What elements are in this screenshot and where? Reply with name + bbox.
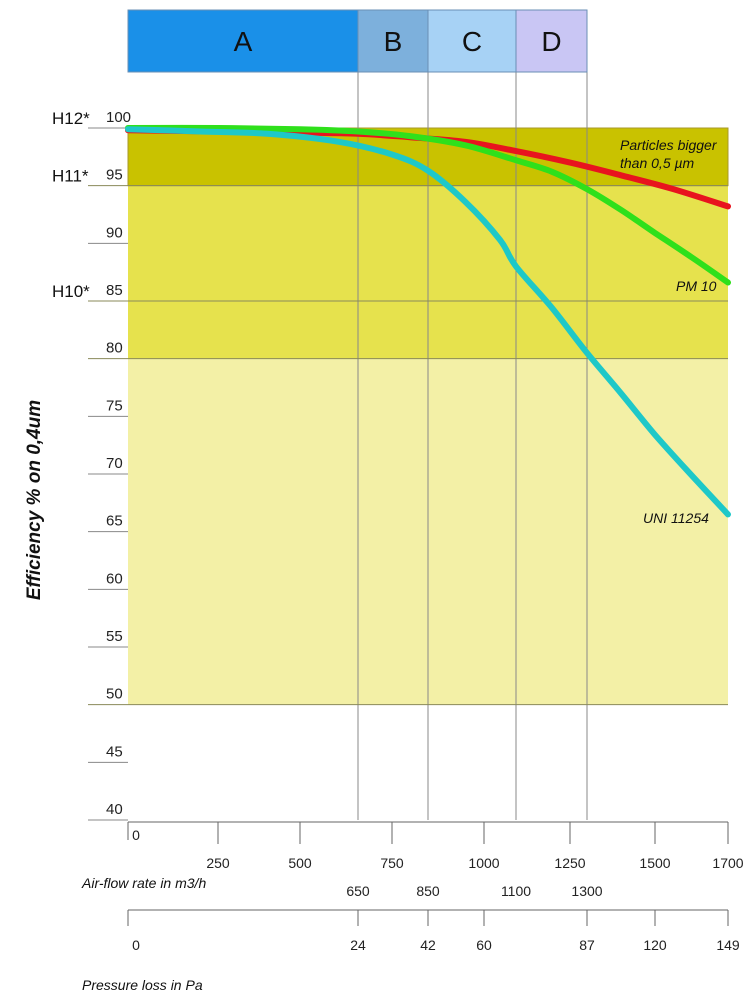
series-label-2: UNI 11254 [643,510,709,526]
performance-bands: A B C D [127,9,588,73]
y-tick-label: 90 [106,224,123,241]
y-tick-label: 95 [106,167,123,184]
x-axes: 0 250 500 750 1000 1250 1500 1700 650 850 1100 1300… [81,821,744,993]
pressure-tick-label: 0 [132,937,140,953]
band-label-D: D [541,26,561,57]
airflow-tick-label: 250 [206,855,230,871]
pressure-tick-label: 120 [643,937,667,953]
band-C [427,9,517,73]
curve-labels: Particles bigger than 0,5 µm PM 10 UNI 1125… [620,137,718,526]
airflow-tick-label: 1250 [554,855,585,871]
airflow-tick-label: 1700 [712,855,743,871]
y-axis-tick-labels: 100 95 90 85 80 75 70 65 60 55 50 45 40 [106,109,131,818]
pressure-tick-label: 149 [716,937,740,953]
airflow-tick-label: 750 [380,855,404,871]
series-line-2 [125,126,731,518]
y-tick-label: 65 [106,513,123,530]
airflow-band-tick-label: 850 [416,883,440,899]
filter-class-label: H10* [52,282,90,301]
airflow-tick-label: 500 [288,855,312,871]
airflow-tick-label: 1000 [468,855,499,871]
y-tick-label: 80 [106,340,123,357]
gridlines [357,10,588,820]
filter-class-labels: H12* H11* H10* [52,109,90,301]
y-tick-label: 50 [106,686,123,703]
airflow-tick-label: 0 [132,827,140,843]
band-label-C: C [462,26,482,57]
band-A [127,9,359,73]
pressure-axis-label: Pressure loss in Pa [82,977,203,993]
y-tick-label: 55 [106,628,123,645]
series-line-1 [125,124,731,286]
y-axis-label: Efficiency % on 0,4um [24,400,45,600]
pressure-tick-label: 87 [579,937,595,953]
filter-class-label: H12* [52,109,90,128]
band-label-B: B [384,26,403,57]
y-tick-label: 45 [106,743,123,760]
airflow-axis-label: Air-flow rate in m3/h [81,875,206,891]
airflow-tick-label: 1500 [639,855,670,871]
y-tick-label: 75 [106,397,123,414]
y-tick-label: 100 [106,109,131,126]
series-label-1: PM 10 [676,278,717,294]
airflow-band-tick-label: 650 [346,883,370,899]
filter-class-label: H11* [52,167,89,186]
band-B [357,9,429,73]
y-axis-gridlines [88,127,728,821]
airflow-band-tick-label: 1100 [501,883,531,899]
pressure-tick-label: 42 [420,937,436,953]
band-label-A: A [234,26,253,57]
pressure-tick-label: 60 [476,937,492,953]
series-label-0: Particles bigger than 0,5 µm [620,137,718,171]
curves [125,124,731,518]
y-tick-label: 40 [106,801,123,818]
y-tick-label: 85 [106,282,123,299]
y-tick-label: 60 [106,570,123,587]
pressure-tick-label: 24 [350,937,366,953]
airflow-band-tick-label: 1300 [571,883,602,899]
y-tick-label: 70 [106,455,123,472]
band-D [515,9,588,73]
